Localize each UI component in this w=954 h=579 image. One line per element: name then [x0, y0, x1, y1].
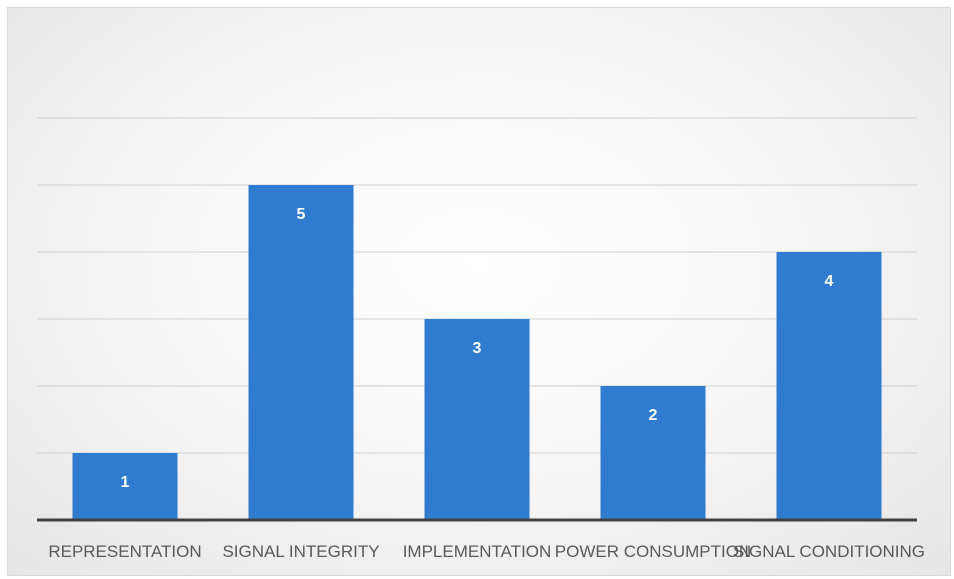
- bar: [72, 453, 178, 520]
- bar: [776, 252, 882, 520]
- data-label: 5: [297, 206, 306, 223]
- category-label: SIGNAL CONDITIONING: [733, 542, 925, 561]
- category-label: POWER CONSUMPTION: [555, 542, 751, 561]
- bar: [424, 319, 530, 520]
- bar: [248, 185, 354, 520]
- data-labels: 1 5 3 2 4: [121, 206, 834, 491]
- category-label: SIGNAL INTEGRITY: [222, 542, 379, 561]
- data-label: 1: [121, 474, 130, 491]
- category-label: REPRESENTATION: [48, 542, 201, 561]
- data-label: 3: [473, 340, 482, 357]
- data-label: 2: [649, 407, 658, 424]
- bars: [72, 185, 882, 520]
- data-label: 4: [825, 273, 834, 290]
- gridlines: [37, 117, 917, 454]
- bar: [600, 386, 706, 520]
- category-labels: REPRESENTATION SIGNAL INTEGRITY IMPLEMENTA…: [48, 542, 925, 561]
- category-label: IMPLEMENTATION: [403, 542, 552, 561]
